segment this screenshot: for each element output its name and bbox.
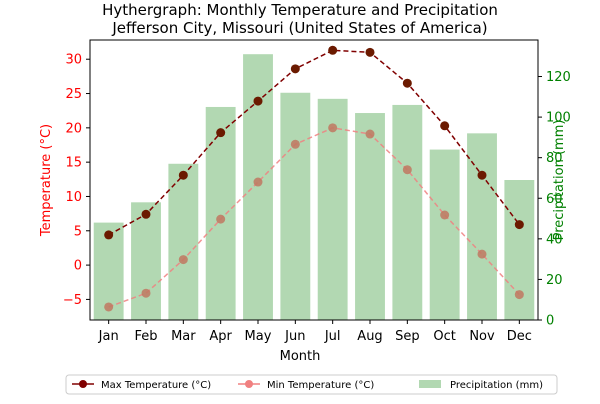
left-axis: −5 0 5 10 15 20 25 30	[63, 53, 90, 308]
max-temp-point-dec	[514, 220, 524, 230]
x-tick-label-aug: Aug	[357, 329, 382, 344]
right-axis: 0 20 40 60 80 100 120	[538, 70, 571, 329]
max-temp-point-jun	[290, 64, 300, 74]
left-tick-label: 5	[74, 224, 82, 239]
legend: Max Temperature (°C) Min Temperature (°C…	[65, 374, 558, 395]
x-tick-label-jul: Jul	[324, 329, 341, 344]
right-tick-label: 100	[546, 111, 571, 126]
left-axis-label: Temperature (°C)	[39, 124, 54, 237]
x-tick-label-jan: Jan	[98, 329, 119, 344]
min-temp-point-mar	[178, 255, 188, 265]
min-temp-point-jun	[290, 139, 300, 149]
precip-bar-may	[243, 54, 273, 320]
x-tick-label-feb: Feb	[134, 329, 157, 344]
precipitation-bars	[93, 54, 535, 321]
min-temp-point-sep	[402, 165, 412, 175]
legend-frame	[65, 374, 558, 395]
precip-bar-mar	[168, 163, 199, 320]
legend-precip-label: Precipitation (mm)	[450, 380, 543, 391]
left-tick-label: 15	[65, 156, 82, 171]
max-temp-point-oct	[440, 121, 450, 131]
right-tick-label: 60	[546, 192, 563, 207]
right-tick-label: 80	[546, 151, 563, 166]
min-temp-point-apr	[216, 214, 226, 224]
max-temp-point-sep	[402, 78, 412, 88]
max-temp-line	[108, 49, 520, 236]
x-tick-label-nov: Nov	[469, 329, 495, 344]
x-axis-label: Month	[280, 349, 321, 364]
right-tick-label: 0	[546, 314, 554, 329]
legend-min-marker	[245, 380, 253, 388]
x-tick-label-mar: Mar	[171, 329, 196, 344]
max-temp-point-mar	[178, 170, 188, 180]
max-temp-point-aug	[365, 47, 375, 57]
x-tick-label-oct: Oct	[433, 329, 455, 344]
temperature-lines	[104, 45, 524, 312]
legend-precip-swatch	[419, 380, 441, 388]
min-temp-line	[108, 127, 520, 308]
chart-title-line1: Hythergraph: Monthly Temperature and Pre…	[102, 1, 498, 19]
max-temp-point-may	[253, 96, 263, 106]
min-temp-point-aug	[365, 129, 375, 139]
max-temp-point-jul	[328, 45, 338, 55]
legend-max-marker	[79, 380, 87, 388]
left-tick-label: 10	[65, 190, 82, 205]
left-tick-label: 25	[65, 87, 82, 102]
min-temp-point-feb	[141, 288, 151, 298]
x-tick-label-sep: Sep	[395, 329, 420, 344]
min-temp-point-nov	[477, 249, 487, 259]
x-axis: Jan Feb Mar Apr May Jun Jul Aug Sep Oct Nov Dec	[98, 320, 532, 344]
x-tick-label-jun: Jun	[284, 329, 305, 344]
max-temp-point-apr	[216, 128, 226, 138]
precip-bar-jul	[317, 98, 348, 320]
precip-bar-oct	[429, 149, 460, 320]
right-axis-label: Precipitation (mm)	[552, 120, 567, 241]
right-tick-label: 120	[546, 70, 571, 85]
left-tick-label: −5	[63, 293, 82, 308]
max-temp-point-feb	[141, 209, 151, 219]
left-tick-label: 0	[74, 259, 82, 274]
precip-bar-apr	[205, 106, 236, 321]
x-tick-label-dec: Dec	[507, 329, 532, 344]
precip-bar-aug	[355, 113, 385, 320]
precip-bar-feb	[131, 202, 161, 320]
min-temp-point-oct	[440, 210, 450, 220]
min-temp-point-dec	[514, 290, 524, 300]
right-tick-label: 40	[546, 232, 563, 247]
legend-max-label: Max Temperature (°C)	[101, 380, 211, 391]
right-tick-label: 20	[546, 273, 563, 288]
chart-title-line2: Jefferson City, Missouri (United States …	[111, 19, 487, 37]
min-temp-point-may	[253, 177, 263, 187]
min-temp-point-jan	[104, 302, 114, 312]
precip-bar-sep	[392, 104, 423, 321]
x-tick-label-apr: Apr	[209, 329, 232, 344]
left-tick-label: 30	[65, 53, 82, 68]
max-temp-point-nov	[477, 170, 487, 180]
precip-bar-nov	[467, 133, 497, 320]
left-tick-label: 20	[65, 121, 82, 136]
precip-bar-jun	[280, 92, 311, 320]
x-tick-label-may: May	[245, 329, 272, 344]
legend-min-label: Min Temperature (°C)	[267, 380, 374, 391]
plot-frame	[89, 39, 539, 321]
max-temp-point-jan	[104, 230, 114, 240]
min-temp-point-jul	[328, 123, 338, 133]
